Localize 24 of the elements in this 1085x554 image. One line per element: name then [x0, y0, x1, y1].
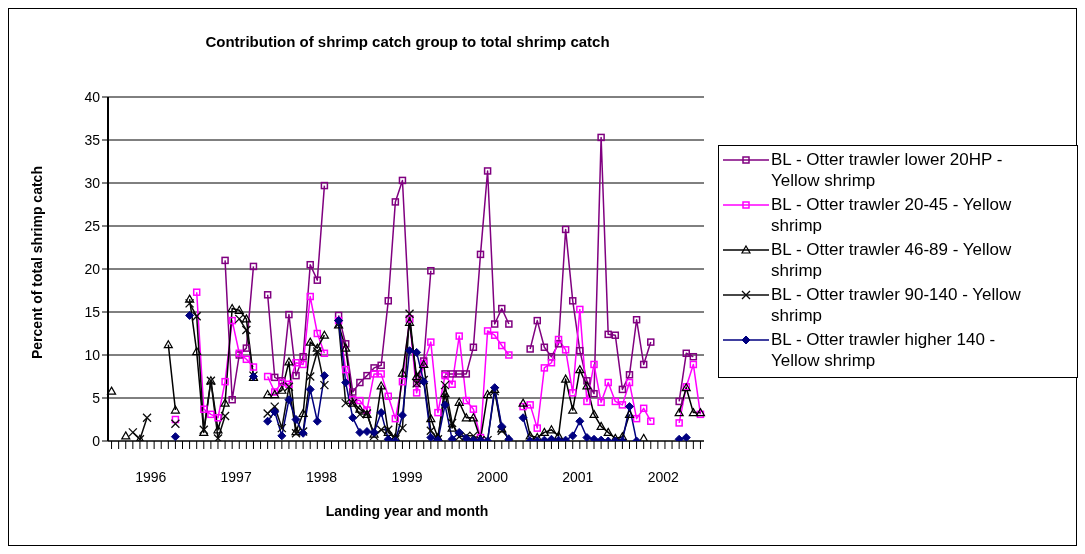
- text: 2001: [561, 469, 595, 485]
- y-tick-label: 5: [92, 389, 101, 406]
- y-tick-label: 40: [84, 88, 101, 105]
- y-tick-label: 30: [84, 174, 101, 191]
- chart-title: Contribution of shrimp catch group to total shrimp catch: [204, 33, 611, 50]
- text: 1998: [304, 469, 339, 485]
- legend-label: BL - Otter trawler 46-89 - Yellow shrimp: [771, 239, 1013, 281]
- text: 1997: [219, 469, 253, 485]
- text: 2000: [475, 469, 509, 485]
- text: 1999: [390, 469, 424, 485]
- y-tick-label: 15: [84, 303, 101, 320]
- y-axis-title: Percent of total shrimp catch: [28, 166, 45, 359]
- y-tick-label: 20: [84, 260, 101, 277]
- legend-label: BL - Otter trawler higher 140 - Yellow shrimp: [771, 329, 997, 371]
- y-tick-label: 35: [84, 131, 101, 148]
- x-axis-title: Landing year and month: [324, 503, 490, 519]
- legend-label: BL - Otter trawler 20-45 - Yellow shrimp: [771, 194, 1013, 236]
- y-tick-label: 25: [84, 217, 101, 234]
- y-tick-label: 0: [92, 432, 101, 449]
- text: 2002: [646, 469, 680, 485]
- legend-label: BL - Otter trawler lower 20HP - Yellow shrimp: [771, 149, 1004, 191]
- text: 1996: [134, 469, 168, 485]
- y-tick-label: 10: [84, 346, 101, 363]
- legend-label: BL - Otter trawler 90-140 - Yellow shrimp: [771, 284, 1022, 326]
